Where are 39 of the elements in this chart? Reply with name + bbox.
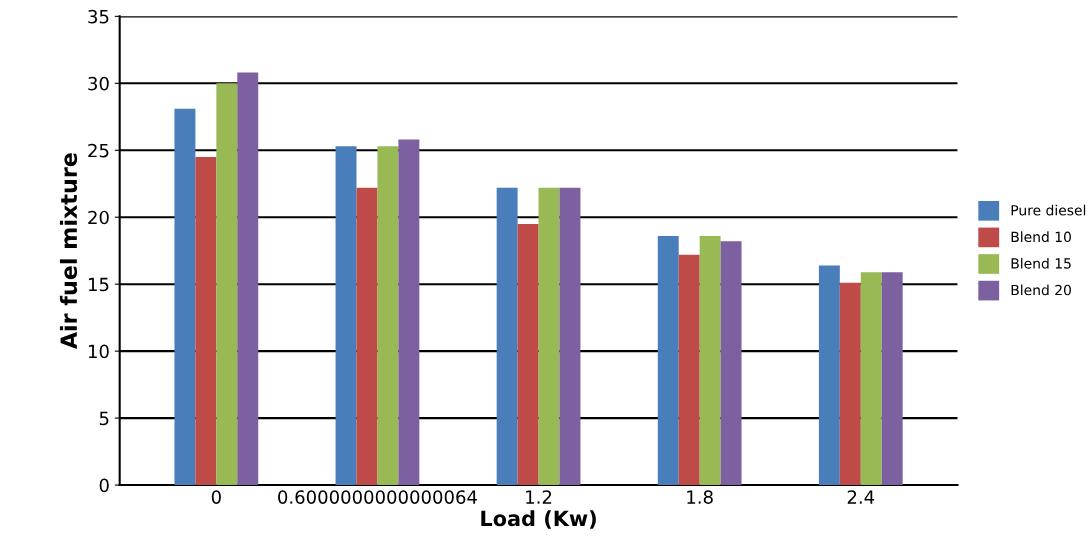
bar <box>657 235 679 486</box>
bar <box>377 146 399 486</box>
legend-label: Blend 20 <box>1011 284 1071 296</box>
bar <box>517 223 539 486</box>
y-tick-label: 20 <box>88 210 109 225</box>
bar <box>216 83 238 486</box>
bar <box>398 139 420 486</box>
x-axis-title: Load (Kw) <box>481 510 596 529</box>
bar <box>174 108 196 486</box>
y-tick-label: 35 <box>88 9 109 24</box>
x-tick-label: 1.8 <box>687 490 713 504</box>
bar <box>860 272 882 486</box>
bar <box>699 235 721 486</box>
y-tick-label: 0 <box>99 478 109 493</box>
bar <box>818 265 840 486</box>
y-tick-label: 5 <box>99 411 109 426</box>
bar <box>720 241 742 486</box>
bar <box>881 272 903 486</box>
bar <box>538 187 560 486</box>
y-tick-label: 10 <box>88 344 109 359</box>
legend-label: Pure diesel <box>1011 204 1086 216</box>
legend-label: Blend 10 <box>1011 231 1071 243</box>
x-tick-label: 1.2 <box>526 490 552 504</box>
y-axis-title: Air fuel mixture <box>59 153 78 350</box>
bar <box>496 187 518 486</box>
bar <box>335 146 357 486</box>
y-tick-label: 25 <box>88 143 109 158</box>
bar <box>559 187 581 486</box>
x-tick-label: 0.6000000000000064 <box>278 490 477 504</box>
y-tick-label: 15 <box>88 277 109 292</box>
bar <box>678 254 700 486</box>
x-tick-label: 2.4 <box>847 490 875 504</box>
bar <box>839 282 861 486</box>
x-tick-label: 0 <box>211 490 221 504</box>
y-tick-label: 30 <box>88 76 109 91</box>
bar <box>237 72 259 486</box>
legend-label: Blend 15 <box>1011 257 1071 269</box>
bar <box>195 156 217 486</box>
bar <box>356 187 378 486</box>
